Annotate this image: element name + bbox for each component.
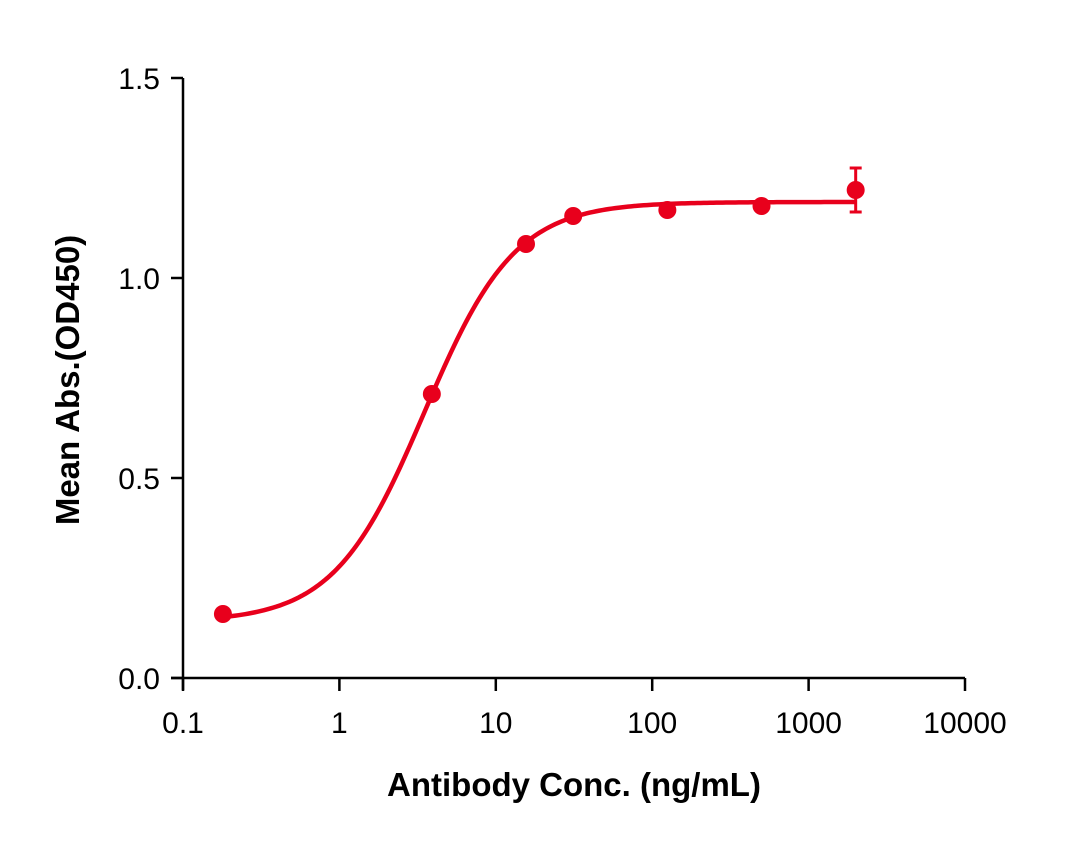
x-tick-label: 1000 bbox=[775, 707, 842, 740]
y-tick-label: 0.0 bbox=[118, 663, 160, 696]
data-point bbox=[752, 197, 771, 215]
data-point bbox=[846, 181, 865, 199]
y-tick-label: 1.5 bbox=[118, 63, 160, 96]
y-tick-label: 0.5 bbox=[118, 463, 160, 496]
fit-curve bbox=[222, 199, 856, 620]
y-tick-label: 1.0 bbox=[118, 263, 160, 296]
x-tick-label: 10 bbox=[479, 707, 512, 740]
data-point bbox=[517, 235, 536, 253]
x-axis-title: Antibody Conc. (ng/mL) bbox=[387, 766, 761, 803]
data-point bbox=[213, 605, 232, 623]
x-tick-label: 0.1 bbox=[162, 707, 204, 740]
x-tick-label: 1 bbox=[331, 707, 348, 740]
data-point bbox=[658, 201, 677, 219]
y-ticks: 0.0 0.5 1.0 1.5 bbox=[118, 63, 183, 696]
data-point bbox=[564, 207, 583, 225]
data-point bbox=[422, 385, 441, 403]
data-points bbox=[213, 166, 865, 623]
y-axis-title: Mean Abs.(OD450) bbox=[49, 235, 86, 525]
x-tick-label: 10000 bbox=[923, 707, 1006, 740]
axes: 0.0 0.5 1.0 1.5 0.1 1 10 100 1000 10000 bbox=[118, 63, 1006, 740]
x-tick-label: 100 bbox=[627, 707, 677, 740]
x-ticks: 0.1 1 10 100 1000 10000 bbox=[162, 678, 1007, 740]
